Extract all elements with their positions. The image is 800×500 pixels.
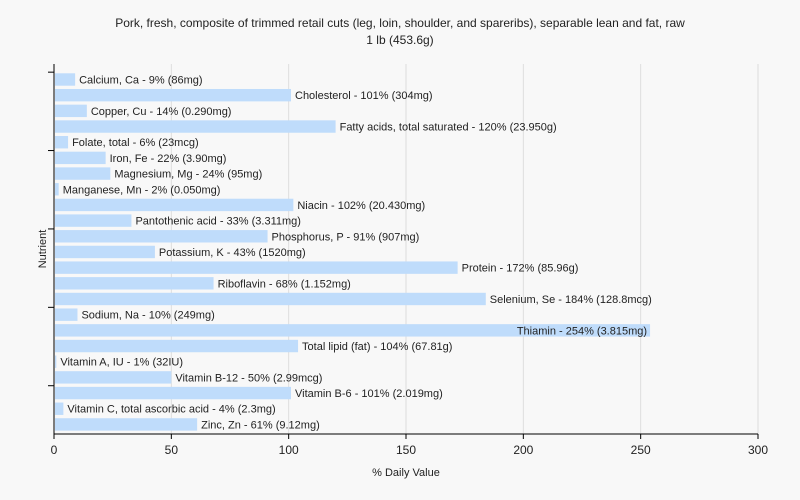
- bar-label-2: Copper, Cu - 14% (0.290mg): [91, 106, 232, 118]
- bar-2: [55, 104, 87, 118]
- bar-label-7: Manganese, Mn - 2% (0.050mg): [63, 184, 221, 196]
- bar-label-18: Vitamin A, IU - 1% (32IU): [60, 357, 183, 369]
- bar-label-10: Phosphorus, P - 91% (907mg): [272, 231, 420, 243]
- bar-10: [55, 230, 268, 243]
- bar-label-13: Riboflavin - 68% (1.152mg): [218, 278, 351, 290]
- bar-label-16: Thiamin - 254% (3.815mg): [517, 325, 647, 337]
- bar-label-17: Total lipid (fat) - 104% (67.81g): [302, 341, 452, 353]
- chart-title-line2: 1 lb (453.6g): [366, 33, 433, 47]
- bar-6: [55, 167, 111, 180]
- bar-18: [55, 355, 57, 368]
- bars: Calcium, Ca - 9% (86mg) Cholesterol - 101…: [55, 73, 652, 431]
- x-tick-label-50: 50: [165, 443, 179, 457]
- bar-label-14: Selenium, Se - 184% (128.8mcg): [490, 294, 652, 306]
- bar-4: [55, 136, 69, 149]
- bar-12: [55, 261, 458, 274]
- bar-label-12: Protein - 172% (85.96g): [462, 263, 579, 275]
- bar-label-0: Calcium, Ca - 9% (86mg): [79, 75, 202, 87]
- bar-19: [55, 371, 172, 384]
- x-axis-title: % Daily Value: [372, 467, 440, 479]
- bar-label-6: Magnesium, Mg - 24% (95mg): [114, 169, 262, 181]
- bar-15: [55, 308, 78, 321]
- bar-0: [55, 73, 76, 86]
- x-tick-label-250: 250: [631, 443, 651, 457]
- bar-label-11: Potassium, K - 43% (1520mg): [159, 247, 306, 259]
- bar-label-15: Sodium, Na - 10% (249mg): [81, 310, 214, 322]
- bar-8: [55, 198, 294, 212]
- bar-1: [55, 88, 292, 102]
- axes: 0 50 100 150 200 250 300: [48, 64, 768, 457]
- bar-label-1: Cholesterol - 101% (304mg): [295, 90, 433, 102]
- bar-13: [55, 277, 214, 290]
- bar-label-19: Vitamin B-12 - 50% (2.99mcg): [175, 372, 322, 384]
- bar-label-20: Vitamin B-6 - 101% (2.019mg): [295, 388, 443, 400]
- y-axis-title: Nutrient: [37, 230, 49, 269]
- bar-label-9: Pantothenic acid - 33% (3.311mg): [135, 216, 301, 228]
- bar-label-21: Vitamin C, total ascorbic acid - 4% (2.3…: [67, 404, 275, 416]
- bar-label-5: Iron, Fe - 22% (3.90mg): [110, 153, 227, 165]
- bar-21: [55, 402, 64, 415]
- bar-3: [55, 120, 336, 133]
- bar-16: [55, 324, 651, 337]
- bar-label-22: Zinc, Zn - 61% (9.12mg): [201, 419, 320, 431]
- x-tick-label-200: 200: [513, 443, 533, 457]
- bar-label-3: Fatty acids, total saturated - 120% (23.…: [340, 122, 557, 134]
- bar-20: [55, 386, 292, 400]
- chart-title-line1: Pork, fresh, composite of trimmed retail…: [115, 16, 685, 30]
- x-tick-label-300: 300: [748, 443, 768, 457]
- bar-9: [55, 214, 132, 227]
- bar-7: [55, 183, 59, 196]
- bar-5: [55, 151, 106, 165]
- bar-22: [55, 418, 198, 431]
- bar-11: [55, 245, 155, 259]
- bar-label-4: Folate, total - 6% (23mcg): [72, 137, 199, 149]
- x-tick-label-100: 100: [279, 443, 299, 457]
- bar-label-8: Niacin - 102% (20.430mg): [297, 200, 425, 212]
- bar-17: [55, 339, 299, 353]
- x-tick-label-0: 0: [51, 443, 58, 457]
- x-tick-label-150: 150: [396, 443, 416, 457]
- bar-14: [55, 292, 486, 306]
